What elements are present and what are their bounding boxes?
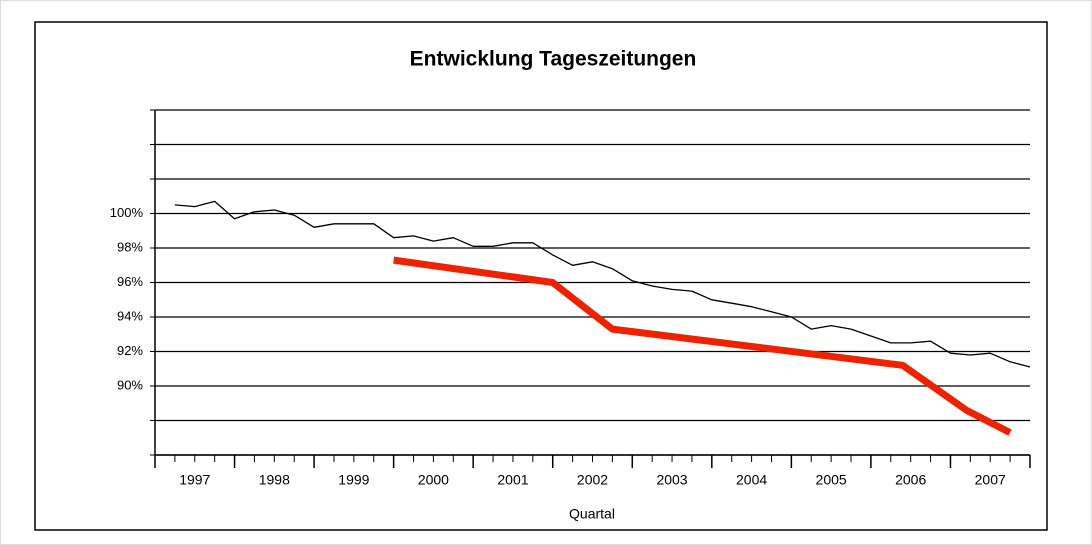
x-tick-label: 2006 (895, 472, 926, 488)
series-line (393, 256, 1012, 436)
y-tick-label: 100% (110, 205, 144, 220)
y-tick-label: 90% (117, 377, 143, 392)
x-tick-label: 2002 (577, 472, 608, 488)
series-line (174, 200, 1031, 368)
chart-title: Entwicklung Tageszeitungen (410, 48, 697, 71)
x-tick-label: 1999 (338, 472, 369, 488)
y-tick-label: 96% (117, 274, 143, 289)
y-tick-label: 98% (117, 239, 143, 254)
x-tick-label: 2005 (816, 472, 847, 488)
x-tick-label: 2004 (736, 472, 767, 488)
x-tick-label: 2001 (497, 472, 528, 488)
x-tick-label: 2007 (975, 472, 1006, 488)
x-axis-label: Quartal (569, 506, 615, 522)
x-tick-label: 2003 (656, 472, 687, 488)
x-tick-label: 1998 (259, 472, 290, 488)
x-tick-label: 1997 (179, 472, 210, 488)
y-tick-label: 94% (117, 308, 143, 323)
y-tick-label: 92% (117, 343, 143, 358)
x-tick-label: 2000 (418, 472, 449, 488)
chart-border (34, 21, 1048, 531)
